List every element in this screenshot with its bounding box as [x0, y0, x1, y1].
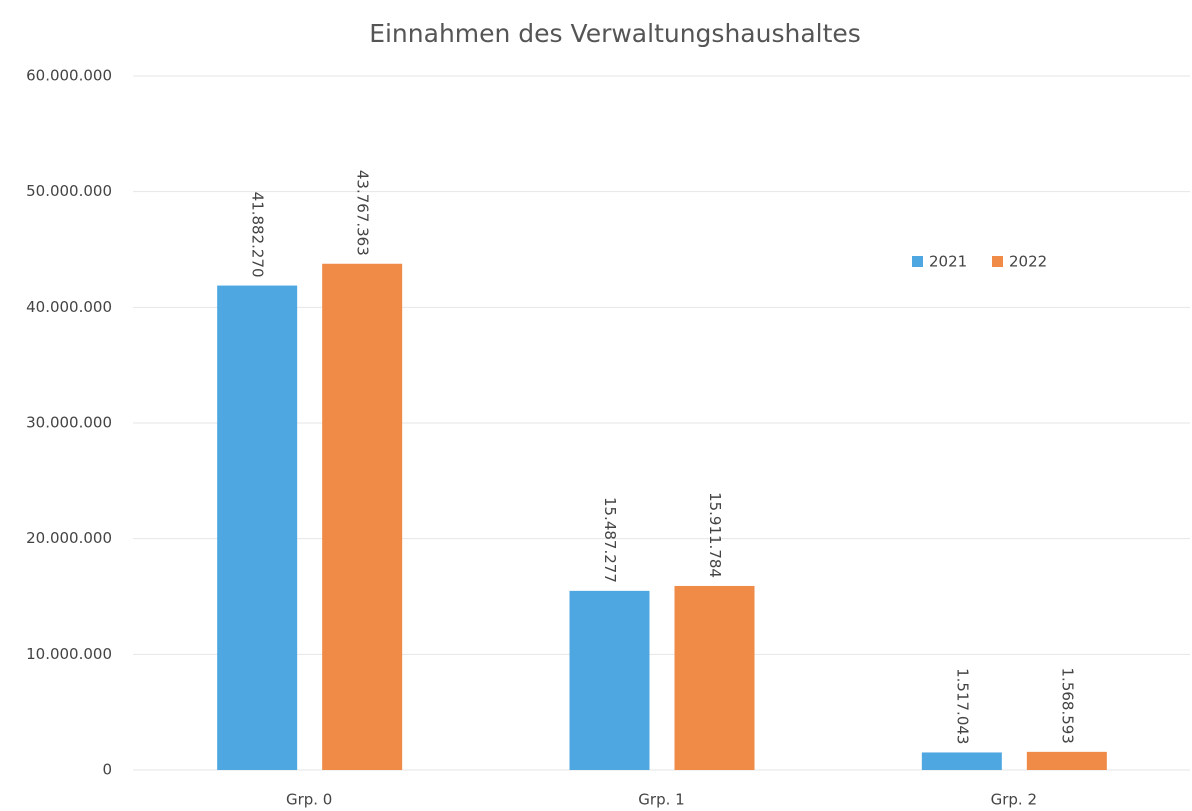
- bar: [1026, 751, 1107, 770]
- y-tick-label: 30.000.000: [26, 414, 112, 432]
- bar: [322, 263, 403, 770]
- legend-swatch: [912, 256, 923, 267]
- x-tick-label: Grp. 0: [286, 791, 332, 809]
- data-label: 15.487.277: [601, 497, 619, 583]
- bar: [921, 752, 1002, 770]
- chart-title: Einnahmen des Verwaltungshaushaltes: [369, 19, 861, 48]
- data-label: 1.568.593: [1058, 668, 1076, 744]
- y-tick-label: 0: [102, 761, 112, 779]
- legend-label: 2022: [1009, 253, 1047, 271]
- x-tick-label: Grp. 2: [991, 791, 1037, 809]
- data-label: 1.517.043: [953, 668, 971, 744]
- legend-label: 2021: [929, 253, 967, 271]
- data-label: 41.882.270: [249, 192, 267, 278]
- y-tick-label: 50.000.000: [26, 182, 112, 200]
- bar: [217, 285, 298, 770]
- y-tick-label: 20.000.000: [26, 529, 112, 547]
- data-label: 15.911.784: [706, 492, 724, 578]
- x-tick-label: Grp. 1: [638, 791, 684, 809]
- bar: [674, 585, 755, 770]
- y-tick-label: 10.000.000: [26, 645, 112, 663]
- data-label: 43.767.363: [354, 170, 372, 256]
- legend-swatch: [992, 256, 1003, 267]
- y-tick-label: 60.000.000: [26, 67, 112, 85]
- y-tick-label: 40.000.000: [26, 298, 112, 316]
- bar: [569, 590, 650, 770]
